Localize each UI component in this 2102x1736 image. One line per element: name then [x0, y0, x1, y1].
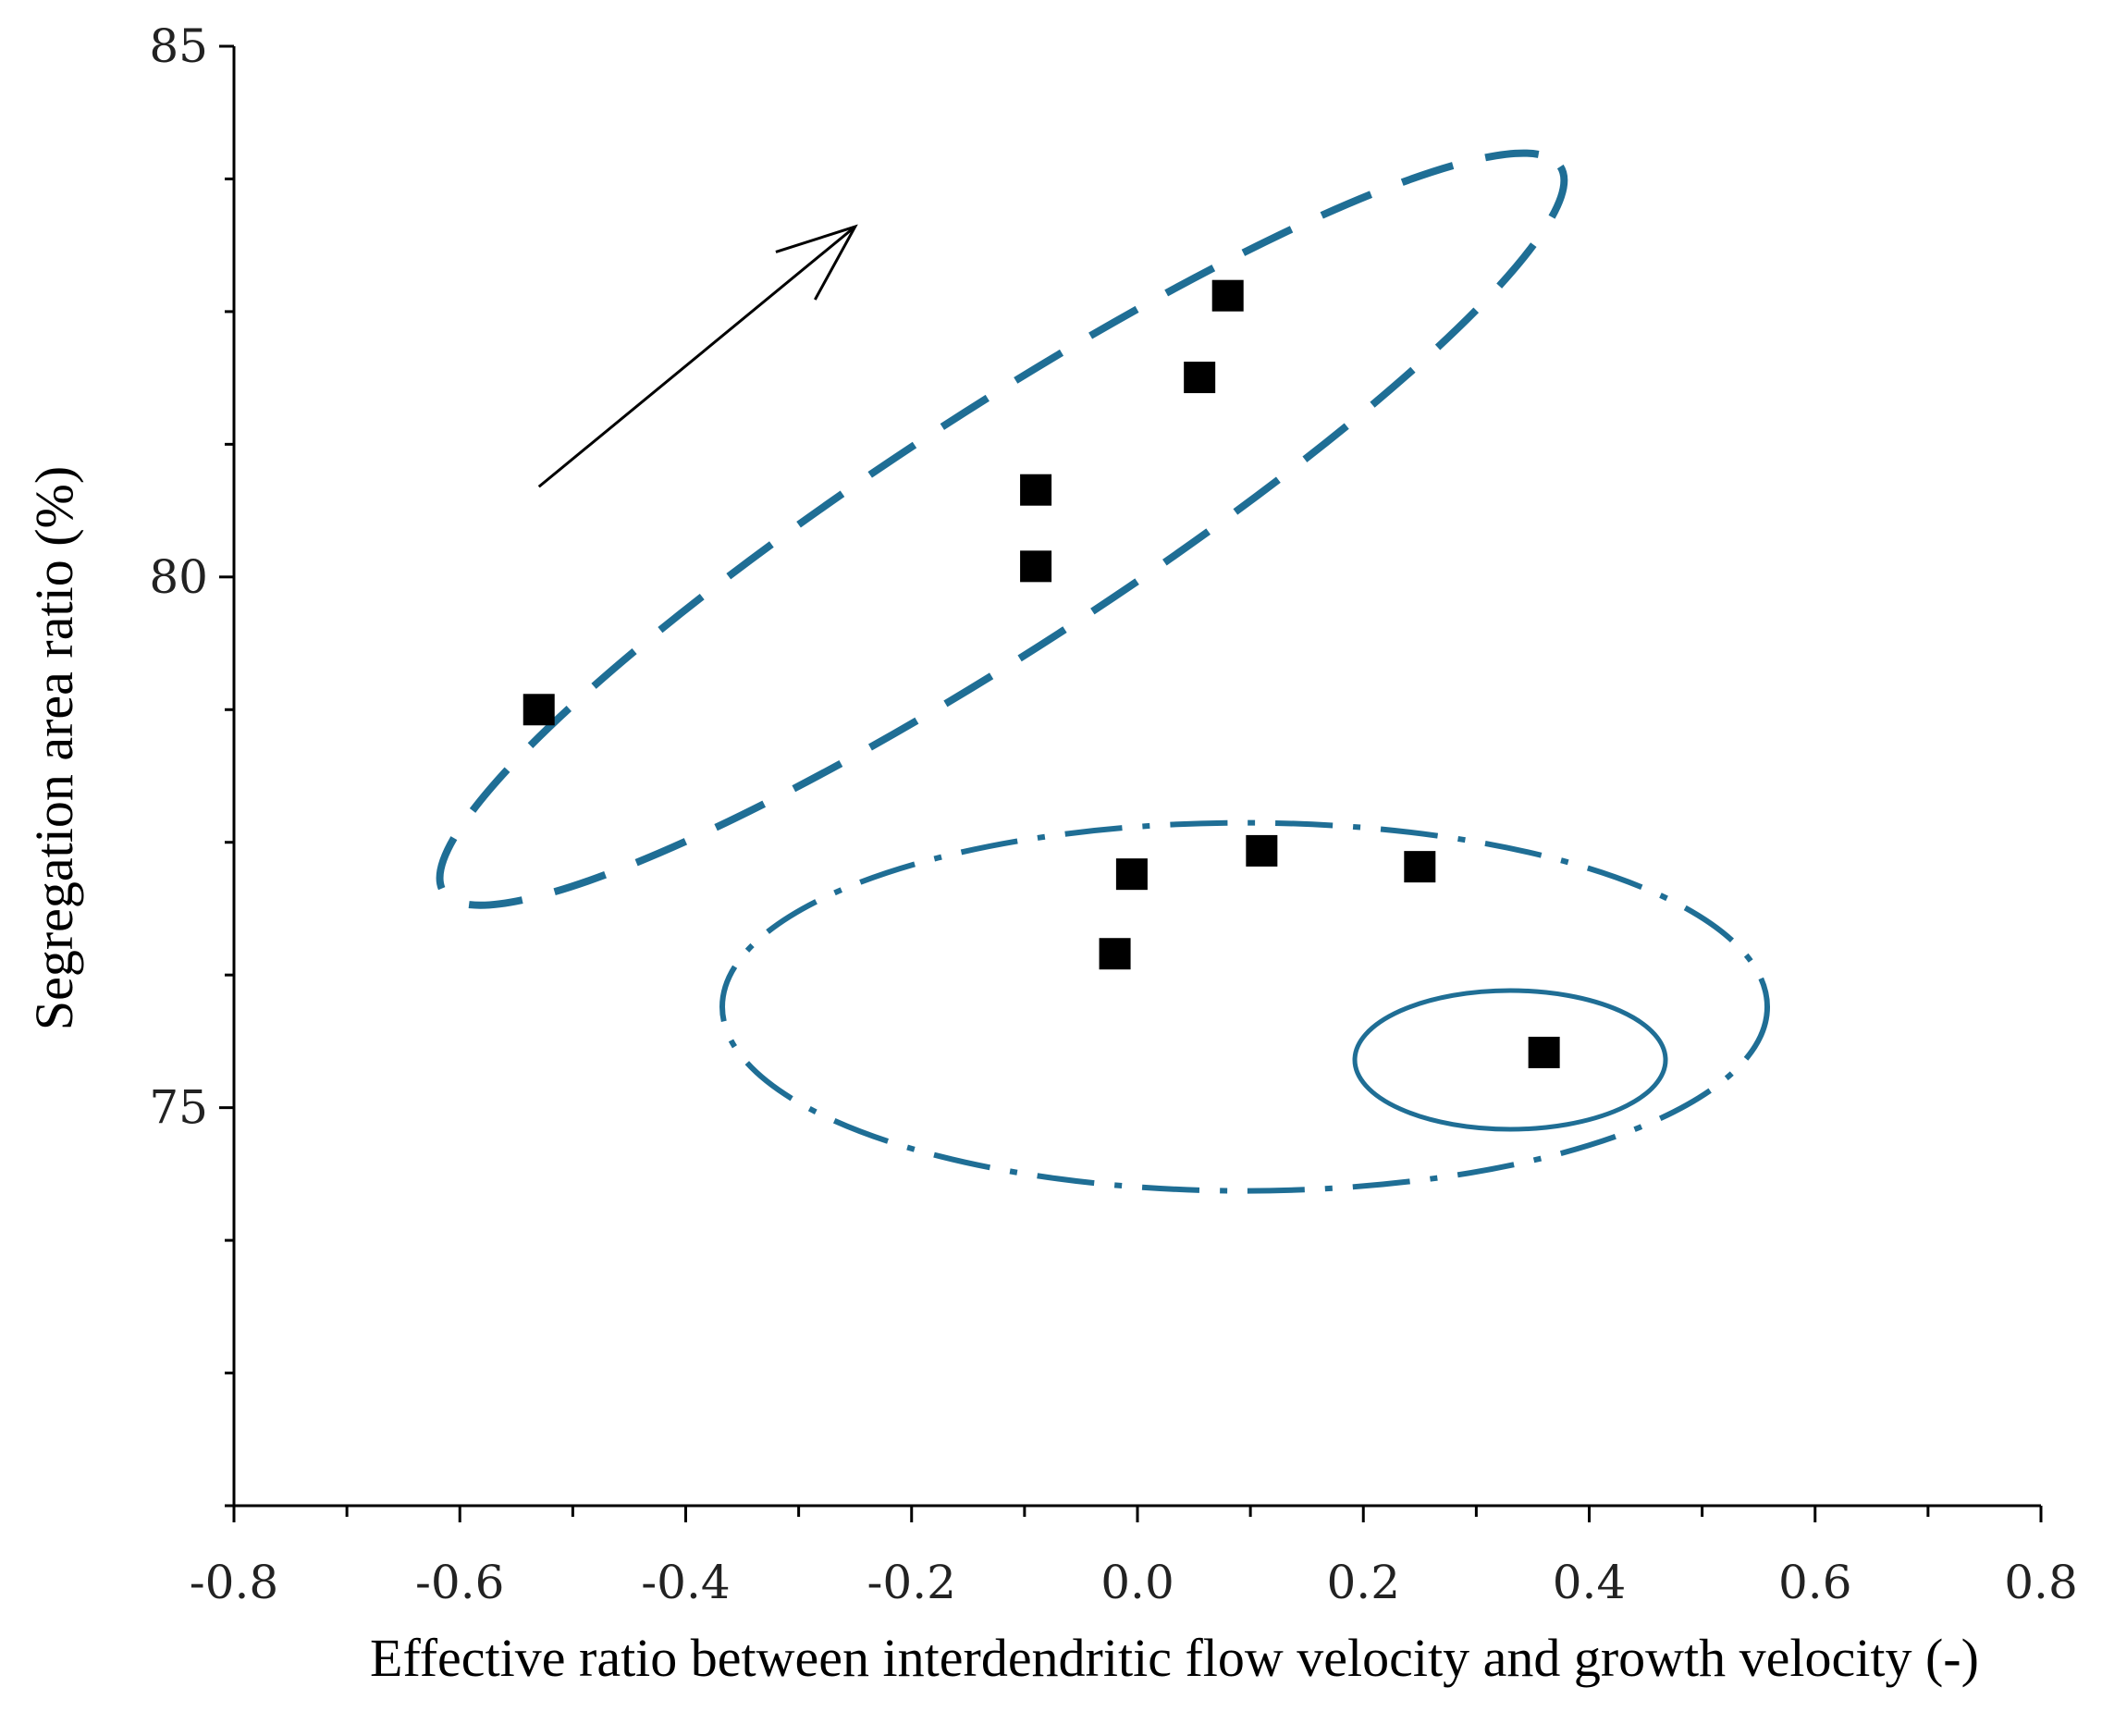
arrow-shaft: [537, 225, 856, 488]
data-point: [1246, 834, 1278, 867]
x-tick-label: 0.6: [1778, 1556, 1852, 1609]
solid-ellipse: [1352, 988, 1668, 1132]
x-tick-label: -0.2: [867, 1556, 956, 1609]
data-point: [1020, 474, 1052, 506]
dashdot-ellipse: [719, 819, 1771, 1194]
data-point: [1184, 362, 1216, 394]
x-tick-label: -0.8: [190, 1556, 278, 1609]
data-point: [1020, 550, 1052, 583]
annotation-ellipses: [436, 149, 1771, 1194]
data-point: [1099, 938, 1131, 970]
data-point: [522, 694, 555, 726]
x-tick-label: 0.2: [1326, 1556, 1400, 1609]
ticks: -0.8 -0.6 -0.4 -0.2 0.0 0.2 0.4 0.6 0.8 75 80 85: [149, 19, 2077, 1609]
y-axis-title: Segregation area ratio (%): [24, 466, 84, 1030]
arrow-head: [775, 224, 858, 301]
x-tick-label: 0.0: [1100, 1556, 1174, 1609]
data-point: [1115, 858, 1148, 891]
x-axis-title: Effective ratio between interdendritic f…: [370, 1628, 1979, 1688]
data-point: [1211, 279, 1244, 312]
y-tick-label: 85: [149, 19, 208, 73]
data-point: [1528, 1036, 1560, 1068]
dashed-ellipse: [436, 149, 1568, 909]
data-point: [1404, 851, 1436, 883]
x-tick-label: -0.4: [641, 1556, 730, 1609]
x-tick-label: 0.4: [1553, 1556, 1627, 1609]
trend-arrow: [537, 224, 858, 488]
y-tick-label: 80: [149, 550, 208, 604]
x-tick-label: 0.8: [2004, 1556, 2078, 1609]
y-tick-label: 75: [149, 1081, 208, 1135]
data-points: [522, 279, 1560, 1068]
x-tick-label: -0.6: [415, 1556, 504, 1609]
